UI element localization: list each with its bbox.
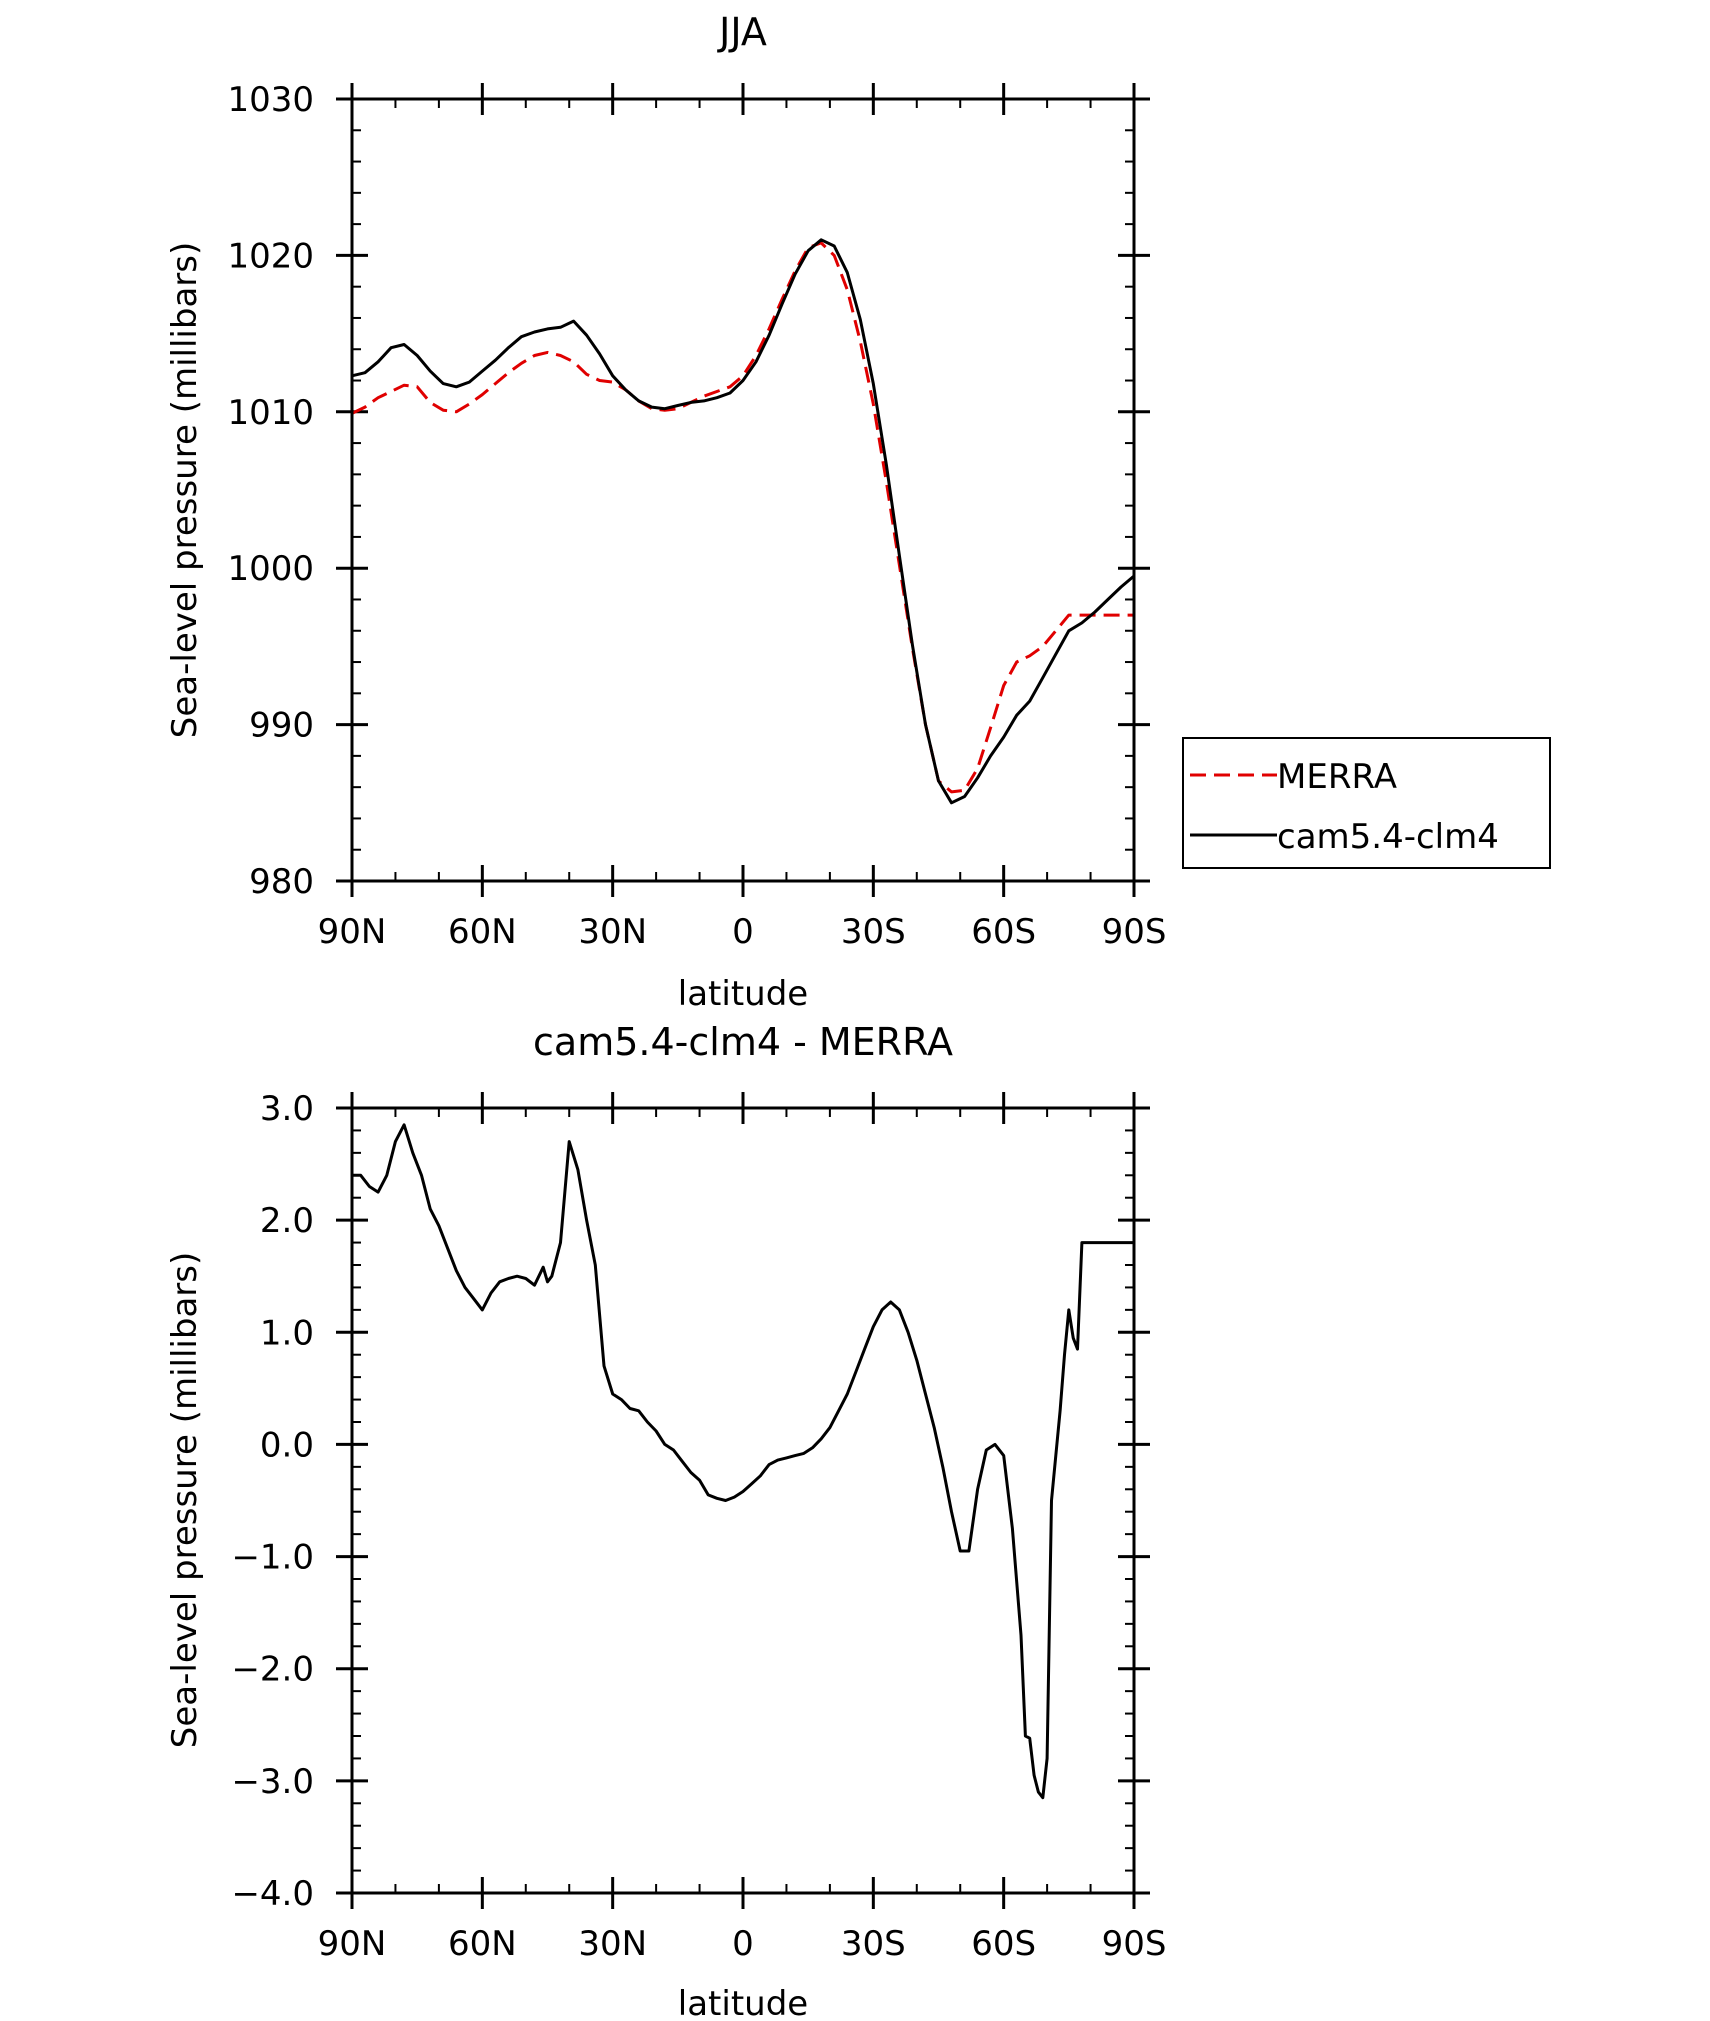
- chart-title: cam5.4-clm4 - MERRA: [533, 1020, 953, 1064]
- x-tick-label: 60S: [971, 1924, 1036, 1964]
- y-tick-label: 0.0: [260, 1425, 314, 1465]
- x-tick-label: 90N: [318, 1924, 387, 1964]
- legend: MERRA cam5.4-clm4: [1182, 737, 1551, 869]
- x-tick-label: 60N: [448, 912, 517, 952]
- plot-frame: [350, 97, 1136, 883]
- x-tick-label: 90S: [1102, 1924, 1167, 1964]
- panel-top: JJA 980 990 1000 1010 1020 1030 90N 60N 30N 0 30S…: [165, 10, 1551, 1014]
- legend-label-merra: MERRA: [1277, 757, 1397, 797]
- x-tick-label: 0: [732, 1924, 754, 1964]
- x-tick-label: 30S: [841, 912, 906, 952]
- chart-title: JJA: [717, 10, 767, 54]
- y-tick-label: −2.0: [231, 1650, 314, 1690]
- series-line-cam5-4-clm4: [351, 238, 1135, 805]
- series-group: [351, 238, 1135, 805]
- x-axis-label: latitude: [678, 974, 808, 1014]
- y-tick-label: 3.0: [260, 1089, 314, 1129]
- x-tick-label: 90N: [318, 912, 387, 952]
- y-tick-label: −4.0: [231, 1874, 314, 1914]
- x-tick-labels: 90N 60N 30N 0 30S 60S 90S: [318, 912, 1167, 952]
- x-tick-label: 0: [732, 912, 754, 952]
- y-tick-marks: [336, 1092, 1150, 1909]
- y-tick-label: 980: [249, 862, 314, 902]
- y-tick-label: 1020: [227, 236, 314, 276]
- x-tick-label: 30N: [578, 912, 647, 952]
- series-line-series-0: [352, 1123, 1134, 1800]
- y-axis-label: Sea-level pressure (millibars): [165, 242, 205, 738]
- x-tick-label: 30N: [578, 1924, 647, 1964]
- series-line-merra: [351, 241, 1134, 794]
- y-tick-label: 990: [249, 706, 314, 746]
- y-tick-label: 2.0: [260, 1201, 314, 1241]
- y-tick-label: 1000: [227, 549, 314, 589]
- legend-box: [1182, 737, 1551, 869]
- y-tick-label: 1010: [227, 393, 314, 433]
- x-tick-label: 30S: [841, 1924, 906, 1964]
- x-tick-label: 90S: [1102, 912, 1167, 952]
- plot-frame: [350, 1106, 1136, 1895]
- panel-bottom: cam5.4-clm4 - MERRA −4.0 −3.0 −2.0 −1.0 0.0 1…: [165, 1020, 1166, 2021]
- x-axis-label: latitude: [678, 1984, 808, 2021]
- x-tick-label: 60N: [448, 1924, 517, 1964]
- legend-label-cam: cam5.4-clm4: [1277, 817, 1499, 857]
- series-group: [352, 1123, 1134, 1800]
- y-tick-label: 1.0: [260, 1313, 314, 1353]
- y-axis-label: Sea-level pressure (millibars): [165, 1252, 205, 1748]
- y-tick-marks: [336, 83, 1150, 897]
- x-tick-label: 60S: [971, 912, 1036, 952]
- y-tick-label: 1030: [227, 80, 314, 120]
- y-tick-label: −1.0: [231, 1538, 314, 1578]
- y-tick-labels: 980 990 1000 1010 1020 1030: [227, 80, 314, 902]
- y-tick-labels: −4.0 −3.0 −2.0 −1.0 0.0 1.0 2.0 3.0: [231, 1089, 314, 1914]
- x-tick-labels: 90N 60N 30N 0 30S 60S 90S: [318, 1924, 1167, 1964]
- y-tick-label: −3.0: [231, 1762, 314, 1802]
